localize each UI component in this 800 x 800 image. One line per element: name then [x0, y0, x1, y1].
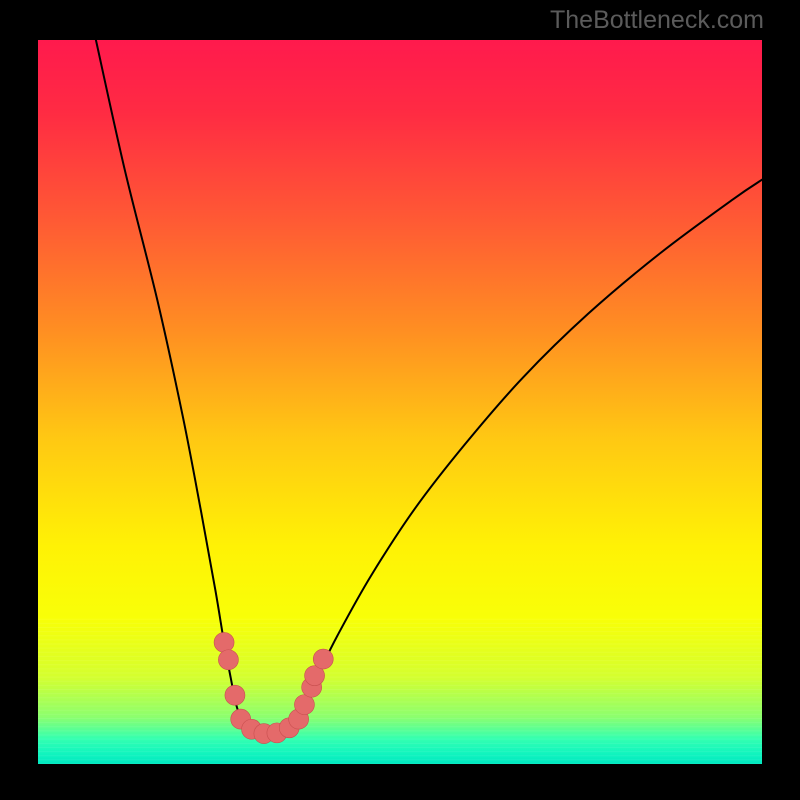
bead-marker — [214, 632, 234, 652]
gradient-background — [38, 40, 762, 764]
bead-marker — [294, 695, 314, 715]
chart-svg — [0, 0, 800, 800]
bead-marker — [313, 649, 333, 669]
bead-marker — [225, 685, 245, 705]
watermark-label: TheBottleneck.com — [550, 6, 764, 35]
chart-stage: TheBottleneck.com — [0, 0, 800, 800]
bead-marker — [218, 650, 238, 670]
